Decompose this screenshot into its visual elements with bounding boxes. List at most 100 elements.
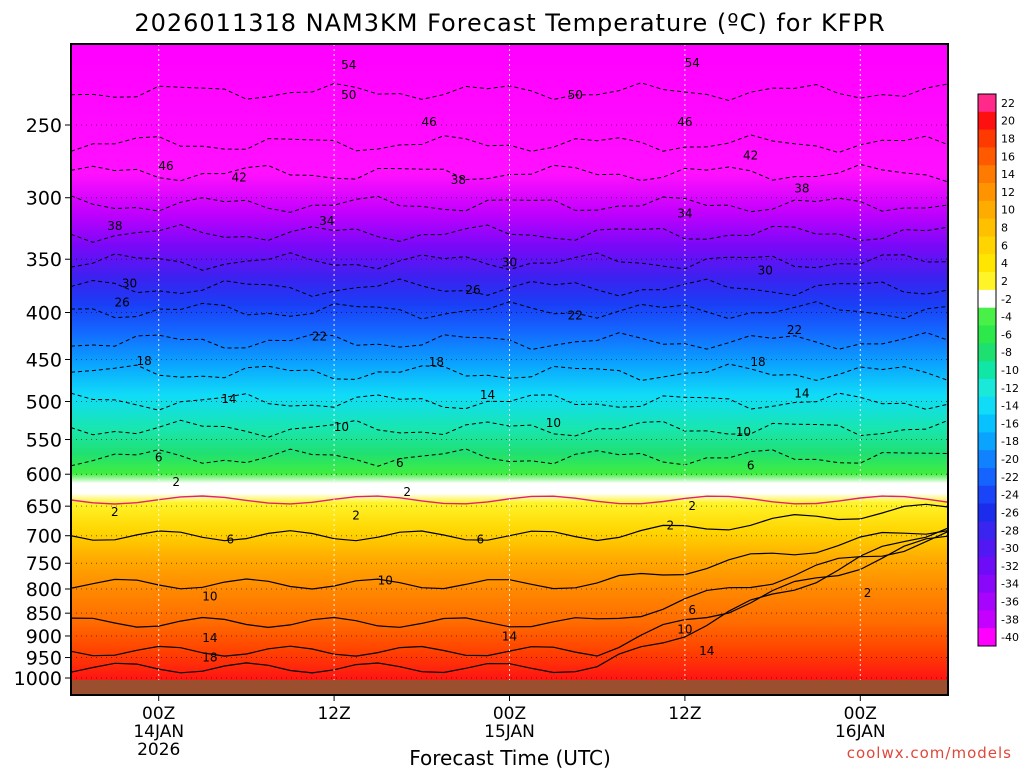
y-tick-label: 350 [26, 249, 62, 271]
colorbar-swatch [978, 183, 996, 202]
freezing-line [71, 495, 948, 505]
contour-label: 22 [568, 308, 583, 322]
contour-label: 6 [476, 533, 484, 547]
contour-label: 30 [122, 277, 137, 291]
colorbar-label: 6 [1001, 239, 1008, 252]
contour-label: 22 [787, 323, 802, 337]
x-tick-label: 2026 [137, 740, 180, 760]
y-tick-label: 750 [26, 553, 62, 575]
contour-label: 2 [111, 505, 119, 519]
colorbar-swatch [978, 200, 996, 220]
contour-label: 2 [666, 518, 674, 532]
colorbar-swatch [978, 236, 996, 255]
colorbar-swatch [978, 574, 996, 594]
colorbar-swatch [978, 539, 996, 558]
colorbar: 22 20 18 16 14 12 10 8 6 4 2 -2 -4 -6 -8 -10 -12 -14 -16 -1… [977, 93, 1019, 647]
contour-label: 6 [747, 458, 755, 472]
y-tick-label: 500 [26, 392, 62, 414]
colorbar-swatch [978, 610, 996, 629]
colorbar-swatch [978, 307, 996, 326]
y-tick-label: 650 [26, 496, 62, 518]
contour-label: 30 [502, 256, 517, 270]
credit-text: coolwx.com/models [847, 744, 1012, 762]
colorbar-swatch [978, 325, 996, 344]
contour-label: 6 [227, 533, 235, 547]
contour-label: 34 [319, 214, 334, 228]
colorbar-swatch [978, 272, 996, 291]
contour-label: 2 [688, 499, 696, 513]
isotherm-dashed [71, 363, 948, 382]
colorbar-label: -30 [1001, 542, 1019, 555]
colorbar-label: 4 [1001, 257, 1008, 270]
colorbar-label: -4 [1001, 311, 1012, 324]
colorbar-swatch [978, 503, 996, 522]
contour-label: 38 [794, 181, 809, 195]
contour-label: 42 [231, 170, 246, 184]
colorbar-label: 10 [1001, 204, 1015, 217]
colorbar-swatch [978, 592, 996, 611]
isotherm-solid [71, 535, 948, 657]
contour-label: 14 [794, 386, 809, 400]
x-tick-label: 15JAN [484, 722, 535, 742]
contour-label: 10 [736, 425, 751, 439]
colorbar-swatch [978, 165, 996, 184]
y-tick-label: 600 [26, 464, 62, 486]
colorbar-swatch [978, 94, 996, 113]
colorbar-label: 12 [1001, 186, 1015, 199]
contour-label: 46 [158, 159, 173, 173]
isotherm-solid [71, 531, 948, 629]
contour-label: 46 [677, 115, 692, 129]
colorbar-label: 18 [1001, 133, 1015, 146]
y-tick-label: 950 [26, 648, 62, 670]
colorbar-label: -12 [1001, 382, 1019, 395]
x-tick-label: 00Z [493, 704, 526, 724]
colorbar-label: -16 [1001, 417, 1019, 430]
contour-labels: 1814106226182630384614221042345054463818… [107, 56, 871, 665]
colorbar-label: 14 [1001, 168, 1015, 181]
isotherm-dashed [71, 419, 948, 438]
x-tick-label: 00Z [844, 704, 877, 724]
contour-label: 18 [429, 355, 444, 369]
contour-label: 26 [115, 295, 130, 309]
colorbar-label: -38 [1001, 613, 1019, 626]
contour-label: 6 [396, 456, 404, 470]
colorbar-label: 8 [1001, 222, 1008, 235]
x-tick-label: 00Z [142, 704, 175, 724]
contour-label: 46 [421, 115, 436, 129]
colorbar-swatch [978, 432, 996, 451]
contour-label: 10 [546, 416, 561, 430]
colorbar-label: 16 [1001, 150, 1015, 163]
contour-label: 14 [221, 392, 236, 406]
colorbar-swatch [978, 111, 996, 131]
contour-label: 18 [136, 354, 151, 368]
colorbar-swatch [978, 361, 996, 380]
y-tick-label: 800 [26, 579, 62, 601]
contour-label: 2 [352, 508, 360, 522]
colorbar-swatch [978, 396, 996, 416]
y-tick-label: 900 [26, 626, 62, 648]
colorbar-swatch [978, 254, 996, 273]
contour-label: 14 [480, 388, 495, 402]
colorbar-swatch [978, 289, 996, 309]
y-tick-label: 850 [26, 603, 62, 625]
y-tick-label: 700 [26, 526, 62, 548]
isotherm-dashed [71, 301, 948, 320]
y-tick-label: 550 [26, 430, 62, 452]
contour-label: 18 [750, 355, 765, 369]
contour-label: 26 [465, 283, 480, 297]
x-tick-label: 12Z [317, 704, 350, 724]
colorbar-label: -24 [1001, 489, 1019, 502]
colorbar-swatch [978, 414, 996, 433]
contour-label: 42 [743, 149, 758, 163]
colorbar-swatch [978, 147, 996, 166]
y-tick-label: 1000 [14, 668, 62, 690]
colorbar-label: 20 [1001, 115, 1015, 128]
colorbar-label: -22 [1001, 471, 1019, 484]
contour-label: 18 [202, 651, 217, 665]
contour-label: 54 [685, 56, 700, 70]
colorbar-label: -20 [1001, 453, 1019, 466]
colorbar-swatch [978, 378, 996, 398]
isotherm-dashed [71, 224, 948, 243]
